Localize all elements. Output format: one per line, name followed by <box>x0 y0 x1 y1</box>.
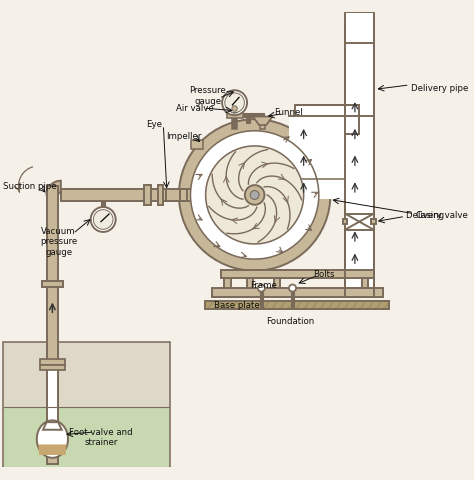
Circle shape <box>258 285 265 292</box>
Bar <box>224 279 230 290</box>
Circle shape <box>245 186 264 205</box>
Bar <box>212 288 383 297</box>
Bar <box>157 185 163 206</box>
Bar <box>343 219 347 225</box>
Circle shape <box>206 146 304 244</box>
Bar <box>295 106 359 134</box>
Circle shape <box>230 105 239 114</box>
Text: Delivery valve: Delivery valve <box>406 211 468 220</box>
Polygon shape <box>37 420 68 458</box>
Bar <box>4 407 169 467</box>
Bar <box>101 201 105 210</box>
Polygon shape <box>253 117 273 126</box>
Bar <box>160 190 191 201</box>
Text: Base plate: Base plate <box>214 301 260 310</box>
Polygon shape <box>38 444 66 455</box>
Text: Foundation: Foundation <box>266 316 314 325</box>
Bar <box>246 116 250 123</box>
Bar <box>40 360 65 365</box>
Text: Frame: Frame <box>250 281 277 290</box>
Circle shape <box>250 191 259 200</box>
Polygon shape <box>43 422 62 430</box>
Bar <box>205 301 389 310</box>
Bar <box>46 360 58 422</box>
Bar <box>61 190 165 201</box>
Bar <box>247 279 253 290</box>
Bar <box>291 292 294 309</box>
Bar <box>260 292 263 309</box>
Bar <box>144 185 151 206</box>
Bar <box>227 113 243 119</box>
Circle shape <box>191 132 319 260</box>
Bar <box>3 342 170 467</box>
Bar <box>232 115 237 130</box>
Circle shape <box>222 91 247 116</box>
Bar <box>191 141 202 149</box>
Bar <box>46 187 58 465</box>
Bar <box>40 365 65 371</box>
Bar <box>274 279 280 290</box>
Bar <box>289 117 345 200</box>
Text: Suction pipe: Suction pipe <box>3 181 57 190</box>
Bar <box>260 124 265 130</box>
Text: Vacuum
pressure
gauge: Vacuum pressure gauge <box>40 227 77 256</box>
Circle shape <box>232 107 237 112</box>
Bar <box>362 279 368 290</box>
Text: Delivery pipe: Delivery pipe <box>410 84 468 93</box>
Bar <box>372 219 376 225</box>
Bar <box>180 189 187 202</box>
Text: Funnel: Funnel <box>273 108 302 117</box>
Polygon shape <box>46 181 61 195</box>
Circle shape <box>91 207 116 232</box>
Bar <box>221 271 374 279</box>
Text: Foot valve and
strainer: Foot valve and strainer <box>69 427 133 446</box>
Circle shape <box>225 94 245 113</box>
Bar <box>345 22 374 298</box>
Circle shape <box>93 210 113 230</box>
Text: Impeller: Impeller <box>166 132 201 141</box>
Text: Air valve: Air valve <box>176 104 213 112</box>
Text: Pressure
gauge: Pressure gauge <box>190 86 226 106</box>
Text: Eye: Eye <box>146 120 163 129</box>
Circle shape <box>289 285 296 292</box>
Bar <box>243 114 264 117</box>
Bar <box>42 281 63 288</box>
Bar <box>345 214 374 230</box>
Text: Casing: Casing <box>415 211 444 220</box>
Text: Bolts: Bolts <box>313 270 335 279</box>
Circle shape <box>179 120 330 271</box>
Bar <box>345 13 374 44</box>
